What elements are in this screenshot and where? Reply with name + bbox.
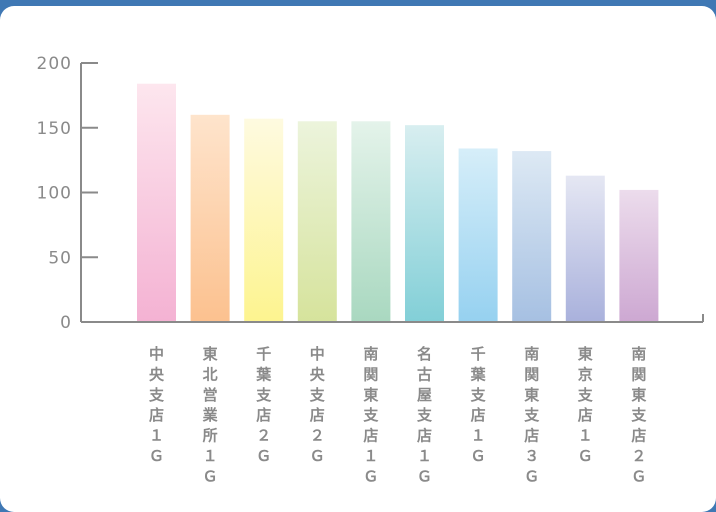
x-category-label: 南関東支店２Ｇ — [630, 345, 647, 485]
x-category-label: 東北営業所１Ｇ — [202, 345, 219, 485]
y-ticks-group: 0 50 100 150 200 — [37, 54, 98, 333]
y-tick-label: 200 — [37, 54, 72, 74]
bar-6 — [405, 125, 444, 322]
bars-group — [137, 83, 659, 323]
bar-chart: 0 50 100 150 200 中央支店１Ｇ 東北営業所１Ｇ 千葉支店２Ｇ 中央支店２Ｇ 南関… — [37, 54, 704, 485]
bar-1 — [137, 83, 176, 322]
x-category-label: 南関東支店３Ｇ — [523, 345, 540, 485]
x-category-label: 中央支店２Ｇ — [309, 345, 326, 465]
x-category-label: 千葉支店２Ｇ — [255, 345, 272, 465]
y-tick-label: 100 — [37, 184, 72, 204]
x-category-label: 中央支店１Ｇ — [148, 345, 165, 465]
bar-7 — [458, 148, 498, 322]
bar-8 — [512, 151, 552, 322]
x-category-label: 名古屋支店１Ｇ — [416, 345, 433, 485]
bar-4 — [297, 121, 337, 323]
x-labels-group: 中央支店１Ｇ 東北営業所１Ｇ 千葉支店２Ｇ 中央支店２Ｇ 南関東支店１Ｇ 名古屋支店１Ｇ 千… — [148, 345, 647, 485]
y-tick-label: 0 — [60, 313, 72, 333]
bar-5 — [351, 121, 391, 323]
bar-9 — [565, 175, 605, 322]
y-tick-label: 150 — [37, 119, 72, 139]
chart-panel: 0 50 100 150 200 中央支店１Ｇ 東北営業所１Ｇ 千葉支店２Ｇ 中央支店２Ｇ 南関… — [0, 6, 716, 512]
x-category-label: 南関東支店１Ｇ — [362, 345, 379, 485]
y-tick-label: 50 — [48, 248, 72, 268]
bar-2 — [190, 114, 230, 322]
x-category-label: 東京支店１Ｇ — [577, 345, 594, 465]
bar-10 — [619, 189, 659, 322]
x-category-label: 千葉支店１Ｇ — [470, 345, 487, 465]
bar-3 — [244, 118, 284, 322]
